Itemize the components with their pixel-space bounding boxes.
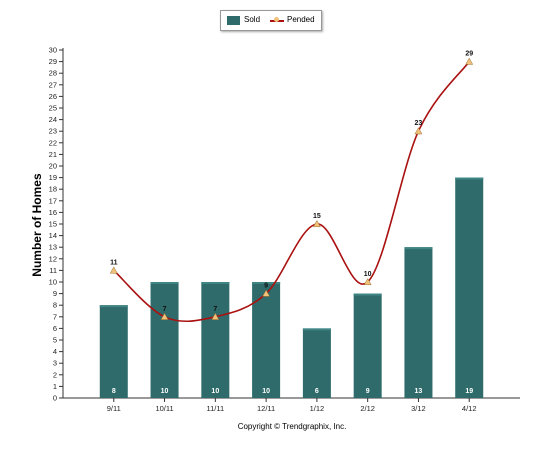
y-tick-label: 24 <box>49 115 57 124</box>
pended-marker <box>312 219 321 228</box>
x-tick-label: 2/12 <box>360 404 375 413</box>
y-tick-label: 17 <box>49 196 57 205</box>
pended-value-label: 7 <box>163 306 167 313</box>
y-tick-label: 7 <box>53 312 57 321</box>
bar-sold <box>353 293 382 398</box>
y-tick-label: 25 <box>49 104 57 113</box>
pended-marker <box>363 277 372 286</box>
legend: Sold Pended <box>220 10 322 31</box>
bar-sold-value-label: 13 <box>415 388 423 395</box>
pended-value-label: 23 <box>415 120 423 127</box>
pended-marker <box>109 266 118 274</box>
x-tick-label: 12/11 <box>257 404 275 413</box>
pended-value-label: 7 <box>213 306 217 313</box>
bar-sold <box>252 282 281 398</box>
y-tick-label: 26 <box>49 92 57 101</box>
bar-sold <box>201 282 230 398</box>
bar-sold-top <box>353 293 382 296</box>
pended-value-label: 9 <box>264 283 268 290</box>
y-tick-label: 16 <box>49 208 57 217</box>
y-tick-label: 20 <box>49 162 57 171</box>
y-tick-label: 15 <box>49 220 57 229</box>
bar-sold-top <box>404 247 433 250</box>
pended-marker <box>465 57 474 65</box>
bar-sold <box>99 305 128 398</box>
y-tick-label: 4 <box>53 347 57 356</box>
bar-sold-top <box>150 282 179 284</box>
y-tick-label: 14 <box>49 231 57 240</box>
bar-sold-top <box>252 282 281 284</box>
bar-sold-value-label: 10 <box>161 388 169 395</box>
y-tick-label: 11 <box>49 266 57 275</box>
axes: 0123456789101112131415161718192021222324… <box>49 46 520 413</box>
bar-sold-value-label: 8 <box>112 388 116 395</box>
bar-sold <box>455 177 484 398</box>
bar-sold-value-label: 9 <box>366 388 370 395</box>
pended-marker <box>160 312 169 320</box>
y-tick-label: 19 <box>49 173 57 182</box>
y-tick-label: 3 <box>53 359 57 368</box>
y-tick-label: 27 <box>49 80 57 89</box>
x-tick-label: 4/12 <box>462 404 477 413</box>
y-tick-label: 10 <box>49 278 57 287</box>
y-tick-label: 6 <box>53 324 57 333</box>
bar-series-sold: 8 10 10 10 6 9 13 19 <box>99 177 484 398</box>
y-tick-label: 12 <box>49 254 57 263</box>
copyright-footer: Copyright © Trendgraphix, Inc. <box>237 422 347 431</box>
y-tick-label: 30 <box>49 46 57 55</box>
line-series-pended: 11 7 7 9 15 10 23 29 <box>109 51 474 323</box>
pended-value-label: 10 <box>364 271 372 278</box>
legend-pended-label: Pended <box>287 15 315 24</box>
pended-marker <box>414 127 423 135</box>
y-axis-title: Number of Homes <box>30 173 44 277</box>
y-tick-label: 13 <box>49 243 57 252</box>
pended-marker <box>262 289 271 297</box>
bar-sold <box>150 282 179 398</box>
bar-sold-top <box>455 177 484 180</box>
x-tick-label: 1/12 <box>310 404 325 413</box>
y-tick-label: 21 <box>49 150 57 159</box>
bar-sold-value-label: 10 <box>262 388 270 395</box>
bar-sold-value-label: 6 <box>315 388 319 395</box>
x-tick-label: 11/11 <box>207 404 225 413</box>
legend-pended-marker <box>274 17 279 22</box>
pended-value-label: 11 <box>110 259 118 266</box>
x-tick-label: 3/12 <box>411 404 426 413</box>
y-tick-label: 23 <box>49 127 57 136</box>
pended-marker <box>211 312 220 320</box>
bar-sold-top <box>201 282 230 284</box>
bar-sold <box>302 328 331 398</box>
y-tick-label: 1 <box>53 382 57 391</box>
y-tick-label: 28 <box>49 69 57 78</box>
pended-value-label: 29 <box>465 51 473 58</box>
y-tick-label: 22 <box>49 138 57 147</box>
y-tick-label: 5 <box>53 336 57 345</box>
y-tick-label: 2 <box>53 370 57 379</box>
bar-sold-top <box>99 305 128 308</box>
legend-sold-label: Sold <box>244 15 261 24</box>
y-tick-label: 8 <box>53 301 57 310</box>
bar-sold-top <box>302 328 331 331</box>
bar-sold-value-label: 10 <box>211 388 219 395</box>
bar-sold-value-label: 19 <box>465 388 473 395</box>
x-tick-label: 9/11 <box>107 404 121 413</box>
bar-sold <box>404 247 433 398</box>
y-tick-label: 29 <box>49 57 57 66</box>
y-tick-label: 9 <box>53 289 57 298</box>
legend-sold-swatch <box>227 16 240 25</box>
y-tick-label: 0 <box>53 394 57 403</box>
y-tick-label: 18 <box>49 185 57 194</box>
pended-value-label: 15 <box>313 213 321 220</box>
x-tick-label: 10/11 <box>155 404 173 413</box>
